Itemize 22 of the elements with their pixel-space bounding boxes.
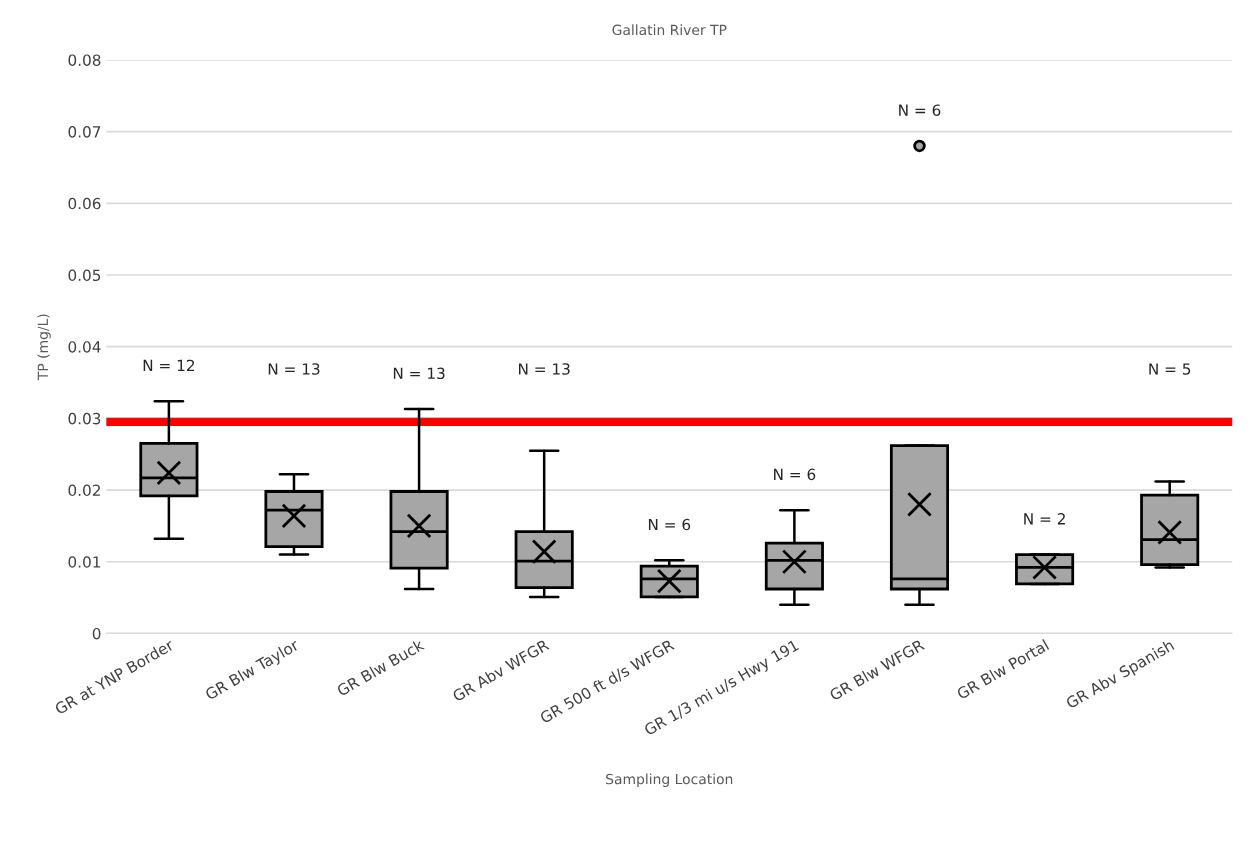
- annotation: N = 6: [774, 468, 816, 481]
- y-axis-title: TP (mg/L): [37, 314, 51, 381]
- y-tick-label: 0.05: [68, 269, 101, 282]
- y-tick-label: 0.08: [68, 54, 101, 66]
- y-tick-label: 0.04: [68, 341, 101, 353]
- y-tick-label: 0.01: [68, 556, 101, 568]
- y-tick-label: 0.06: [68, 197, 101, 210]
- annotation: N = 6: [648, 518, 691, 531]
- annotation: N = 12: [143, 359, 195, 371]
- annotation: N = 6: [899, 104, 941, 116]
- annotation: N = 13: [268, 363, 320, 375]
- annotation: N = 13: [518, 363, 570, 375]
- y-tick-label: 0.03: [68, 412, 101, 425]
- y-tick-label: 0: [92, 627, 101, 640]
- x-tick-label: GR Blw Buck: [336, 638, 425, 697]
- y-tick-label: 0.02: [68, 484, 100, 497]
- y-tick-label: 0.07: [68, 126, 101, 138]
- chart-title: Gallatin River TP: [612, 24, 727, 36]
- annotation: N = 2: [1024, 513, 1065, 525]
- x-axis-title: Sampling Location: [606, 773, 733, 787]
- annotation: N = 5: [1149, 363, 1191, 375]
- annotation: N = 13: [393, 367, 445, 380]
